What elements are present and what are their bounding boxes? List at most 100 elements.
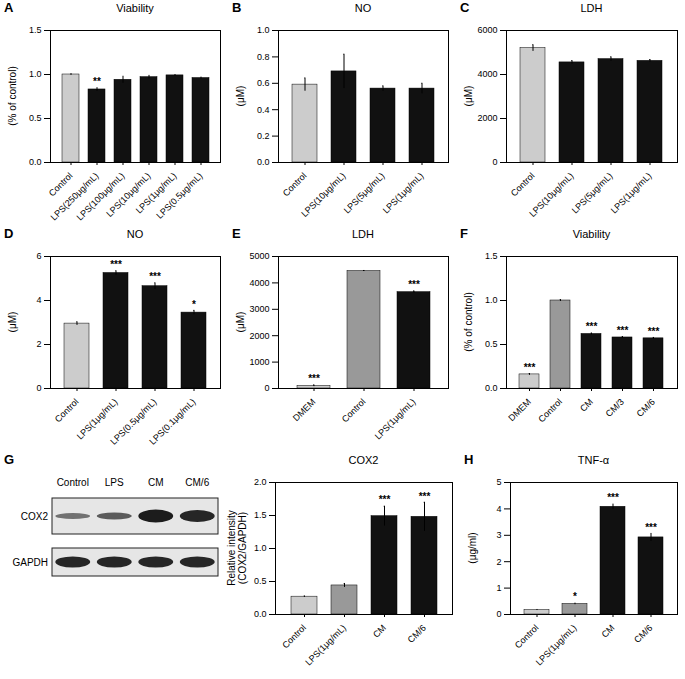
svg-text:Control: Control [536, 397, 564, 425]
svg-text:LPS(10μg/mL): LPS(10μg/mL) [527, 171, 575, 219]
svg-text:CM/6: CM/6 [185, 477, 209, 488]
svg-text:***: *** [379, 494, 391, 505]
svg-text:0.6: 0.6 [257, 78, 270, 88]
svg-text:CM/6: CM/6 [406, 623, 428, 645]
svg-text:0.2: 0.2 [257, 131, 270, 141]
svg-text:1.5: 1.5 [29, 25, 42, 35]
svg-text:0: 0 [492, 157, 497, 167]
svg-text:6: 6 [36, 251, 41, 261]
svg-text:2000: 2000 [477, 113, 497, 123]
svg-text:DMEM: DMEM [291, 397, 318, 424]
svg-text:Control: Control [509, 171, 537, 199]
svg-text:0.8: 0.8 [257, 52, 270, 62]
svg-text:DMEM: DMEM [506, 397, 533, 424]
svg-text:***: *** [149, 271, 161, 282]
svg-text:0: 0 [496, 609, 501, 619]
svg-text:1.5: 1.5 [485, 251, 498, 261]
svg-text:6000: 6000 [477, 25, 497, 35]
svg-text:1.5: 1.5 [254, 510, 267, 520]
svg-text:Control: Control [281, 171, 309, 199]
svg-text:2.0: 2.0 [254, 477, 267, 487]
svg-text:COX2: COX2 [21, 511, 49, 522]
svg-text:2: 2 [496, 557, 501, 567]
svg-text:LPS(100μg/mL): LPS(100μg/mL) [74, 170, 127, 223]
svg-text:4000: 4000 [249, 278, 269, 288]
html-text:(μM): (μM) [234, 85, 246, 107]
svg-text:LPS(5μg/mL): LPS(5μg/mL) [341, 170, 387, 216]
svg-text:***: *** [110, 259, 122, 270]
svg-text:*: * [573, 591, 577, 602]
html-text:Viability: Viability [116, 2, 154, 14]
svg-text:LPS(1μg/mL): LPS(1μg/mL) [381, 171, 426, 216]
svg-text:LPS(1μg/mL): LPS(1μg/mL) [74, 396, 120, 442]
svg-text:LPS(5μg/mL): LPS(5μg/mL) [569, 170, 615, 216]
svg-text:5: 5 [496, 477, 501, 487]
svg-text:***: *** [645, 522, 657, 533]
svg-text:LPS(0.5μg/mL): LPS(0.5μg/mL) [154, 171, 204, 221]
svg-text:4000: 4000 [477, 69, 497, 79]
svg-text:**: ** [93, 76, 101, 87]
svg-text:GAPDH: GAPDH [12, 557, 48, 568]
svg-text:***: *** [408, 279, 420, 290]
svg-text:0: 0 [36, 383, 41, 393]
svg-text:0.5: 0.5 [254, 576, 267, 586]
svg-text:1: 1 [496, 583, 501, 593]
svg-text:2: 2 [36, 339, 41, 349]
svg-text:CM/6: CM/6 [632, 623, 654, 645]
svg-text:0: 0 [264, 383, 269, 393]
svg-text:CM: CM [148, 477, 164, 488]
svg-text:LPS(10μg/mL): LPS(10μg/mL) [104, 171, 152, 219]
svg-text:4: 4 [496, 504, 501, 514]
svg-text:0.4: 0.4 [257, 105, 270, 115]
svg-text:1.0: 1.0 [257, 25, 270, 35]
svg-text:Control: Control [513, 623, 541, 651]
svg-text:0.5: 0.5 [485, 339, 498, 349]
html-text:Relative intensity (COX2/GAPDH: Relative intensity (COX2/GAPDH) [226, 510, 248, 586]
svg-text:CM: CM [371, 623, 388, 640]
svg-text:***: *** [586, 321, 598, 332]
svg-text:2000: 2000 [249, 331, 269, 341]
html-text:NO: NO [354, 2, 372, 14]
svg-text:5000: 5000 [249, 251, 269, 261]
svg-text:1.0: 1.0 [485, 295, 498, 305]
svg-text:LPS(0.1μg/mL): LPS(0.1μg/mL) [147, 397, 197, 447]
svg-text:LPS(1μg/mL): LPS(1μg/mL) [133, 170, 179, 216]
svg-text:***: *** [607, 492, 619, 503]
svg-text:LPS(1μg/mL): LPS(1μg/mL) [303, 623, 348, 668]
svg-text:CM/3: CM/3 [604, 397, 626, 419]
svg-text:Control: Control [46, 170, 75, 199]
svg-text:LPS: LPS [105, 477, 124, 488]
svg-text:CM/6: CM/6 [635, 397, 657, 419]
svg-text:0.0: 0.0 [29, 157, 42, 167]
html-text:LDH: LDH [580, 2, 603, 14]
svg-text:0.0: 0.0 [485, 383, 498, 393]
svg-text:0.5: 0.5 [29, 113, 42, 123]
svg-text:0.0: 0.0 [254, 609, 267, 619]
svg-text:CM: CM [599, 623, 616, 640]
svg-text:LPS(10μg/mL): LPS(10μg/mL) [299, 171, 347, 219]
svg-text:LPS(0.5μg/mL): LPS(0.5μg/mL) [108, 396, 159, 447]
svg-text:*: * [192, 299, 196, 310]
svg-text:***: *** [308, 373, 320, 384]
svg-text:Control: Control [280, 623, 308, 651]
svg-text:CM: CM [578, 397, 595, 414]
svg-text:LPS(1μg/mL): LPS(1μg/mL) [534, 623, 579, 668]
svg-text:LPS(1μg/mL): LPS(1μg/mL) [373, 397, 418, 442]
svg-text:0.0: 0.0 [257, 157, 270, 167]
html-text:(% of control): (% of control) [6, 66, 18, 126]
svg-text:3: 3 [496, 530, 501, 540]
svg-text:Control: Control [53, 397, 81, 425]
svg-text:1000: 1000 [249, 357, 269, 367]
svg-text:LPS(1μg/mL): LPS(1μg/mL) [609, 171, 654, 216]
svg-text:3000: 3000 [249, 304, 269, 314]
svg-text:***: *** [419, 491, 431, 502]
svg-text:1.0: 1.0 [29, 69, 42, 79]
svg-text:***: *** [648, 326, 660, 337]
svg-text:***: *** [524, 362, 536, 373]
svg-text:Control: Control [340, 397, 368, 425]
svg-text:Control: Control [57, 477, 89, 488]
svg-text:LPS(250μg/mL): LPS(250μg/mL) [48, 170, 101, 223]
svg-text:***: *** [617, 325, 629, 336]
svg-text:1.0: 1.0 [254, 543, 267, 553]
svg-text:4: 4 [36, 295, 41, 305]
